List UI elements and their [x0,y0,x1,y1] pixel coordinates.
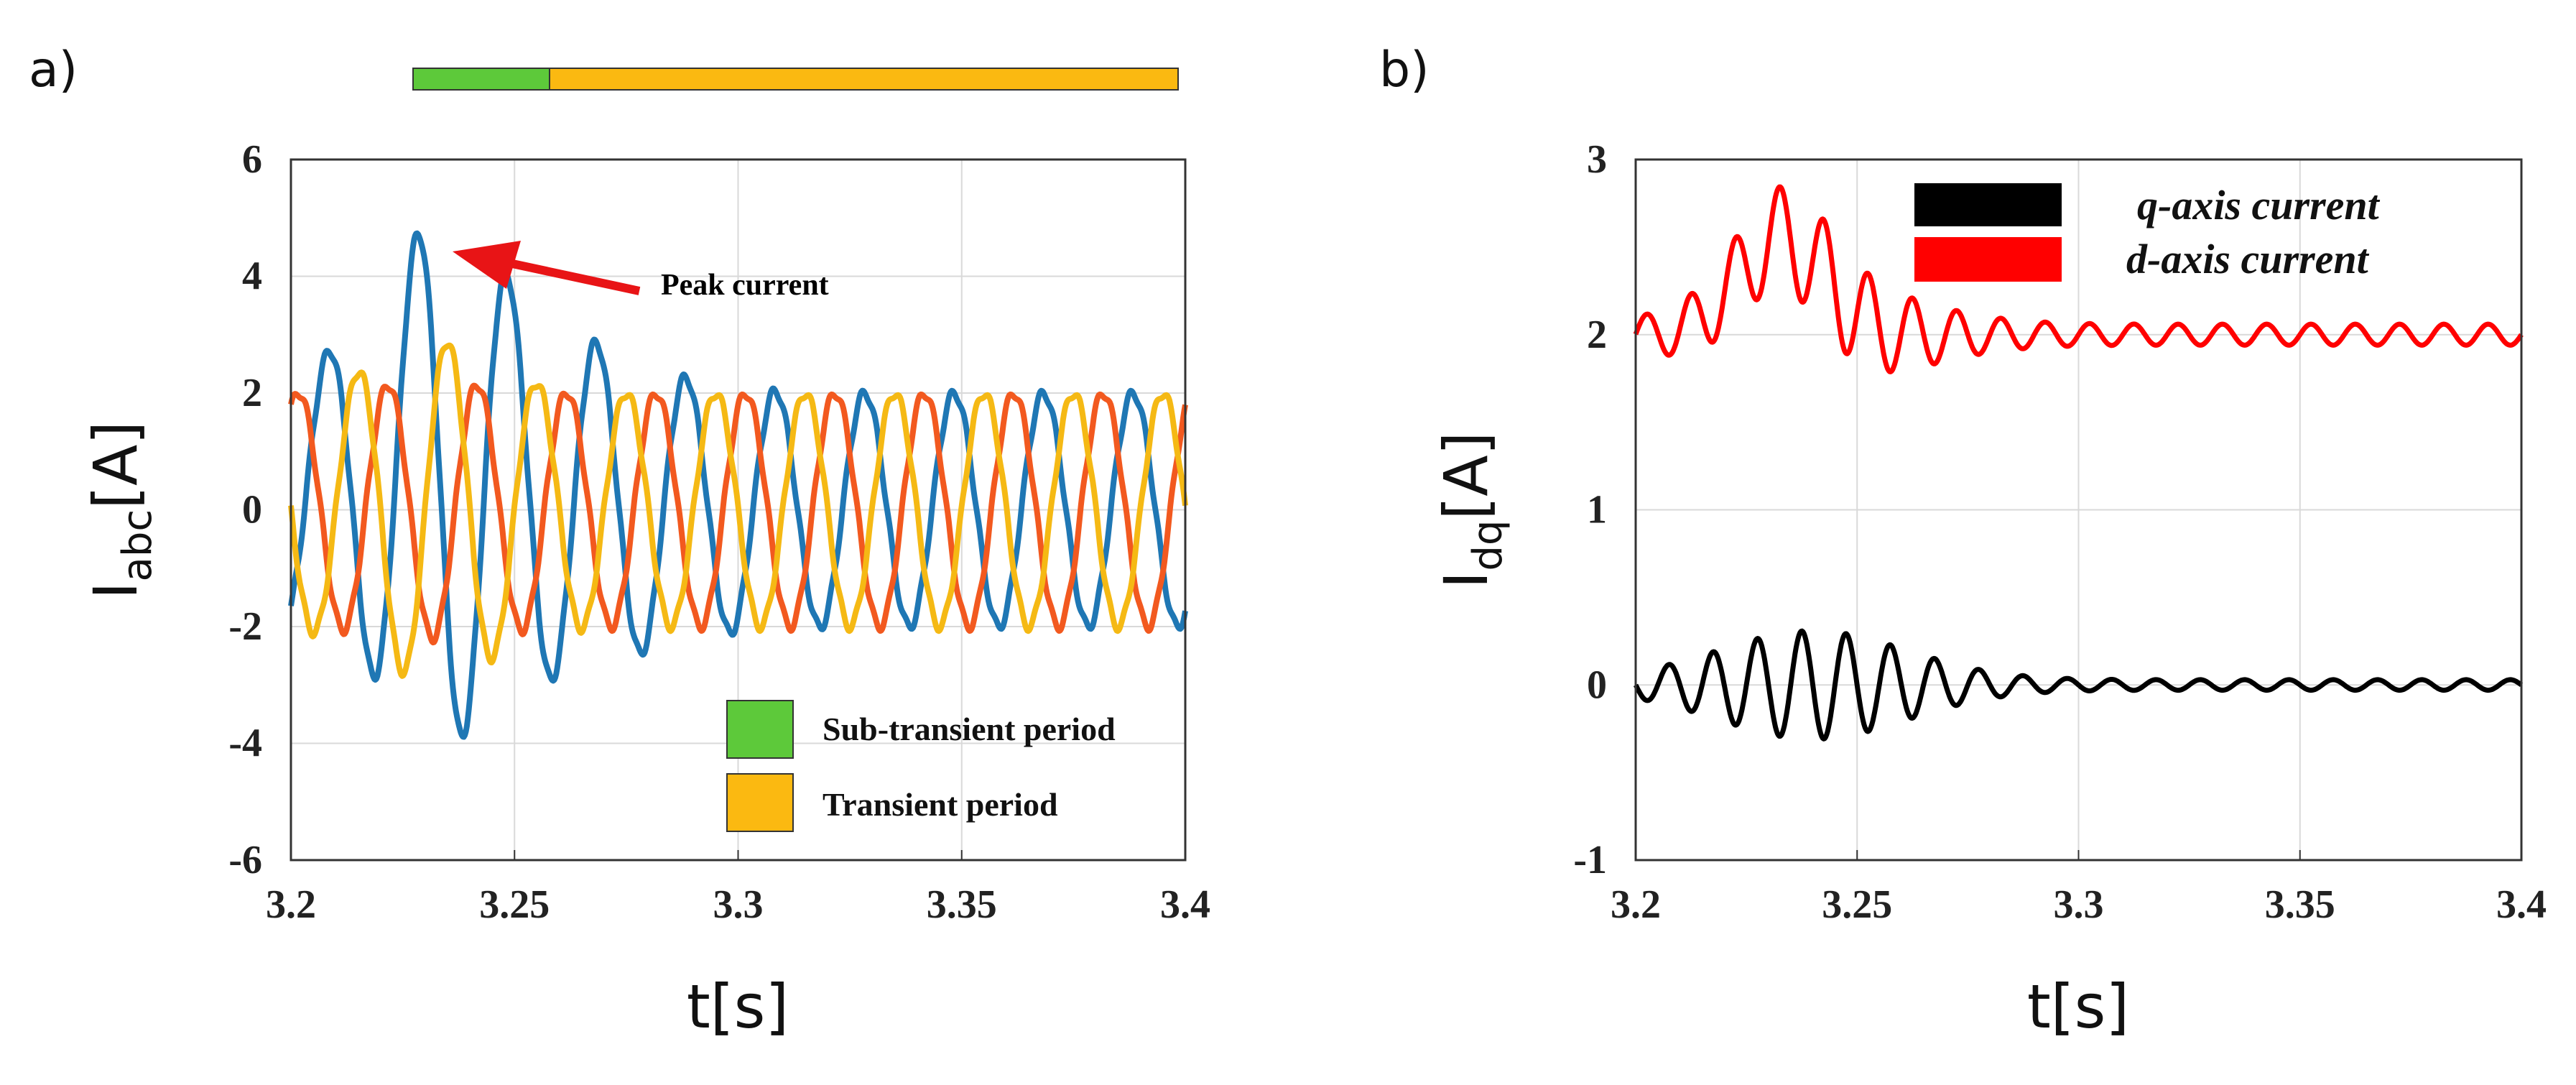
legend-label-q-axis: q-axis current [2137,182,2381,228]
legend-swatch-transient [726,773,794,832]
panel-b-plot-frame [1634,158,2523,862]
y-tick-label: -1 [1573,838,1607,882]
x-tick-label: 3.3 [713,882,764,927]
peak-current-arrow-shaft [494,256,641,295]
panel-b-series [1633,184,2524,742]
peak-current-label: Peak current [661,269,829,302]
panel-a-label: a) [29,42,78,98]
transient-period-bar [549,68,1179,91]
panel-b-ylabel: Idq[A] [1431,432,1511,589]
panel-a-plot-frame [289,158,1187,862]
panel-a-series [288,230,1188,740]
x-tick-label: 3.35 [927,882,997,927]
legend-label-transient: Transient period [823,786,1058,823]
y-tick-label: -4 [228,721,262,766]
series-line-d-axis-current [1633,184,2524,374]
panel-a-yticks: -6 -4 -2 0 2 4 6 [228,137,262,882]
y-tick-label: 6 [242,137,262,182]
series-line-phase-b [288,382,1188,646]
sub-transient-period-bar [412,68,550,91]
y-tick-label: 2 [242,371,262,415]
panel-b-ylabel-sub: dq [1465,520,1511,571]
panel-b-grid [1635,159,2522,861]
y-tick-label: 2 [1587,313,1607,357]
x-tick-label: 3.4 [2496,882,2547,927]
panel-a-legend: Sub-transient period Transient period [726,700,1116,832]
panel-a-xlabel: t[s] [687,971,789,1042]
y-tick-label: 0 [242,488,262,532]
panel-a-ylabel-main: I [80,581,151,599]
x-tick-label: 3.25 [1822,882,1892,927]
y-tick-label: -6 [228,838,262,882]
x-tick-label: 3.3 [2054,882,2104,927]
y-tick-label: 4 [242,254,262,299]
panel-a: a) 3.2 3.25 3.3 3.35 3.4 -6 -4 -2 0 2 4 6 t[s] Iab… [29,42,1210,1042]
panel-b-xticks: 3.2 3.25 3.3 3.35 3.4 [1611,882,2547,927]
legend-swatch-sub-transient [726,700,794,759]
y-tick-label: 0 [1587,662,1607,707]
legend-swatch-q-axis [1914,183,2062,226]
legend-swatch-d-axis [1914,237,2062,282]
series-line-phase-c [288,342,1188,679]
series-line-q-axis-current [1633,628,2524,742]
peak-current-arrow-head [453,241,521,289]
panel-b-yticks: -1 0 1 2 3 [1573,137,1607,882]
y-tick-label: 3 [1587,137,1607,182]
x-tick-label: 3.4 [1160,882,1210,927]
panel-a-ylabel-sub: abc [114,509,161,582]
panel-a-ylabel-tail: [A] [80,421,151,509]
panel-b-legend: q-axis current d-axis current [1914,182,2381,282]
panel-b-label: b) [1379,42,1430,98]
panel-b-ylabel-main: I [1431,571,1501,589]
panel-b-ylabel-tail: [A] [1431,432,1501,520]
legend-label-sub-transient: Sub-transient period [823,711,1116,747]
y-tick-label: -2 [228,604,262,649]
x-tick-label: 3.2 [266,882,316,927]
x-tick-label: 3.25 [479,882,550,927]
panel-b-xlabel: t[s] [2027,971,2129,1042]
series-line-phase-a [288,230,1188,740]
x-tick-label: 3.2 [1611,882,1661,927]
y-tick-label: 1 [1587,488,1607,532]
legend-label-d-axis: d-axis current [2126,236,2370,282]
panel-a-ylabel: Iabc[A] [80,421,161,599]
panel-a-xticks: 3.2 3.25 3.3 3.35 3.4 [266,882,1210,927]
x-tick-label: 3.35 [2265,882,2335,927]
